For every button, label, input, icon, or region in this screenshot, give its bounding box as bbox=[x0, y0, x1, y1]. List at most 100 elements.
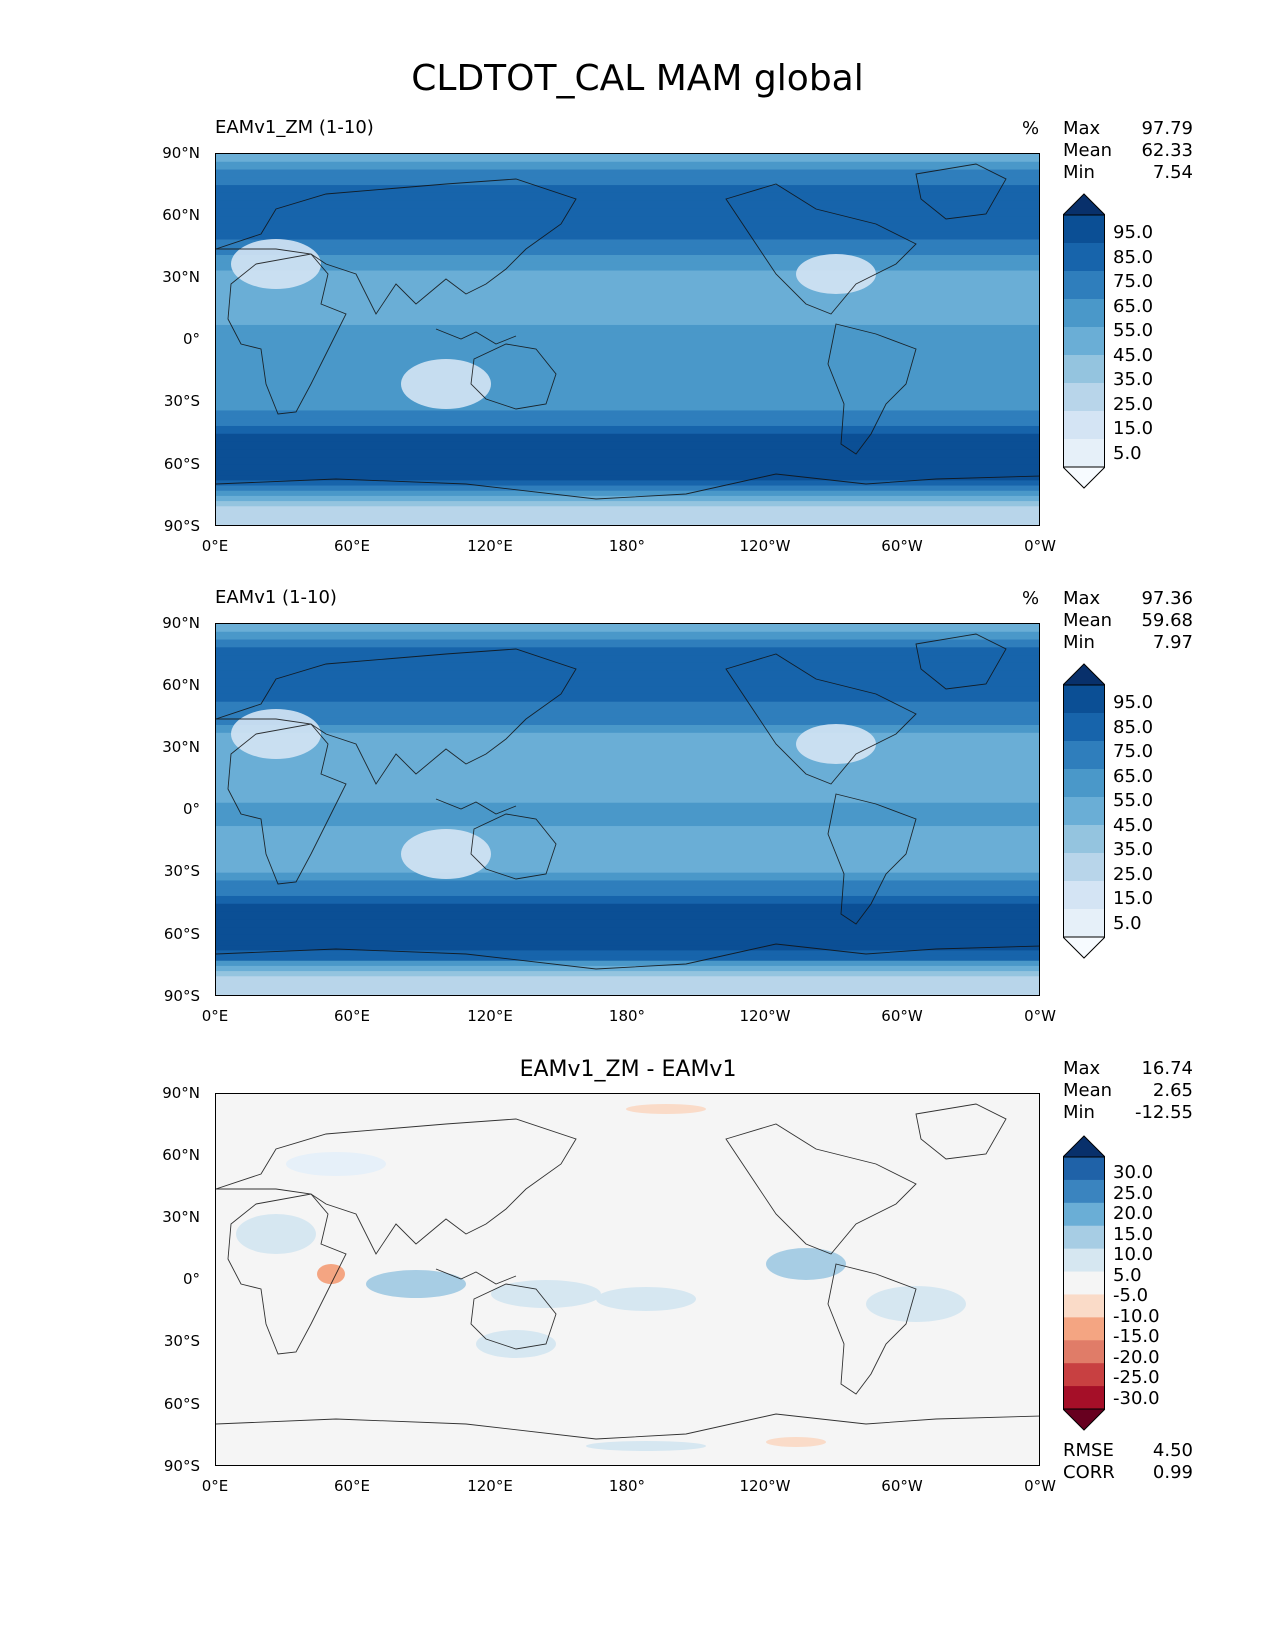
zonal-band bbox=[216, 464, 1039, 471]
zonal-band bbox=[216, 631, 1039, 641]
zonal-band bbox=[216, 449, 1039, 458]
colorbar-label: 5.0 bbox=[1113, 443, 1142, 464]
zonal-band bbox=[216, 794, 1039, 804]
zonal-band bbox=[216, 521, 1039, 525]
zonal-band bbox=[216, 709, 1039, 718]
indonesia-outline bbox=[435, 328, 517, 345]
stat-label: Max bbox=[1063, 588, 1101, 609]
continent-outlines bbox=[216, 163, 1039, 500]
zonal-band bbox=[216, 208, 1039, 217]
colorbar-label: 15.0 bbox=[1113, 1224, 1154, 1245]
panel-title: EAMv1_ZM (1-10) bbox=[215, 117, 374, 138]
colorbar-label: 10.0 bbox=[1113, 1244, 1154, 1265]
eurasia-outline bbox=[216, 178, 577, 315]
colorbar-segment bbox=[1063, 1363, 1105, 1387]
zonal-band bbox=[216, 485, 1039, 492]
colorbar-label: 95.0 bbox=[1113, 222, 1154, 243]
negative-patch bbox=[766, 1437, 826, 1447]
zonal-band bbox=[216, 433, 1039, 443]
zonal-band bbox=[216, 216, 1039, 225]
north-america-outline bbox=[725, 1123, 917, 1255]
map-test-svg bbox=[216, 154, 1039, 525]
positive-patch bbox=[236, 1214, 316, 1254]
zonal-band bbox=[216, 818, 1039, 827]
zonal-band bbox=[216, 371, 1039, 380]
colorbar-label: 65.0 bbox=[1113, 766, 1154, 787]
zonal-band bbox=[216, 986, 1039, 993]
negative-patch bbox=[626, 1104, 706, 1114]
colorbar-segment bbox=[1063, 383, 1105, 412]
panel-test: EAMv1_ZM (1-10) % 90°N 60°N 30°N 0° 30°S… bbox=[0, 0, 1275, 555]
zonal-band bbox=[216, 340, 1039, 349]
greenland-outline bbox=[915, 163, 1007, 220]
positive-patch bbox=[586, 1441, 706, 1451]
y-tick-label: 60°S bbox=[163, 1395, 200, 1413]
stats-block: Max 97.79 Mean 62.33 Min 7.54 bbox=[1063, 118, 1193, 184]
stat-label: Min bbox=[1063, 1102, 1095, 1123]
zonal-bands bbox=[216, 154, 1039, 525]
y-tick-label: 30°N bbox=[162, 1208, 200, 1226]
x-tick-label: 180° bbox=[608, 1477, 646, 1495]
colorbar-label: 35.0 bbox=[1113, 369, 1154, 390]
zonal-band bbox=[216, 410, 1039, 419]
zonal-band bbox=[216, 693, 1039, 703]
stats-block: Max 97.36 Mean 59.68 Min 7.97 bbox=[1063, 588, 1193, 654]
indonesia-outline bbox=[435, 1268, 517, 1285]
colorbar-segment bbox=[1063, 1179, 1105, 1204]
y-tick-label: 30°S bbox=[163, 862, 200, 880]
zonal-band bbox=[216, 387, 1039, 396]
zonal-band bbox=[216, 185, 1039, 194]
y-tick-label: 90°N bbox=[162, 1084, 200, 1102]
difference-patches bbox=[236, 1104, 966, 1451]
stat-min: 7.54 bbox=[1152, 162, 1193, 183]
zonal-band bbox=[216, 239, 1039, 248]
colorbar-label: 35.0 bbox=[1113, 839, 1154, 860]
colorbar-segment bbox=[1063, 299, 1105, 328]
y-tick-label: 60°S bbox=[163, 925, 200, 943]
y-tick-label: 30°N bbox=[162, 738, 200, 756]
zonal-band bbox=[216, 670, 1039, 679]
zonal-band bbox=[216, 662, 1039, 672]
colorbar-label: 5.0 bbox=[1113, 913, 1142, 934]
colorbar-segment bbox=[1063, 243, 1105, 272]
colorbar-label: -5.0 bbox=[1113, 1285, 1149, 1306]
colorbar-label: -30.0 bbox=[1113, 1388, 1160, 1409]
x-tick-label: 0°E bbox=[201, 1477, 229, 1495]
zonal-band bbox=[216, 394, 1039, 404]
y-tick-label: 60°N bbox=[162, 1146, 200, 1164]
colorbar-label: -25.0 bbox=[1113, 1367, 1160, 1388]
units-label: % bbox=[1022, 588, 1040, 609]
antarctica-outline bbox=[216, 1413, 1039, 1440]
colorbar-label: 65.0 bbox=[1113, 296, 1154, 317]
x-tick-label: 60°W bbox=[881, 537, 923, 555]
zonal-band bbox=[216, 779, 1039, 788]
colorbar-label: 55.0 bbox=[1113, 320, 1154, 341]
colorbar-max-extend bbox=[1063, 193, 1105, 216]
zonal-band bbox=[216, 506, 1039, 513]
colorbar-segment bbox=[1063, 1386, 1105, 1410]
zonal-band bbox=[216, 223, 1039, 233]
y-tick-label: 30°S bbox=[163, 392, 200, 410]
y-tick-label: 30°S bbox=[163, 1332, 200, 1350]
low-cloud-patch bbox=[796, 724, 876, 764]
x-tick-label: 120°W bbox=[739, 1477, 791, 1495]
antarctica-outline bbox=[216, 473, 1039, 500]
x-tick-label: 0°E bbox=[201, 537, 229, 555]
panel-reference: EAMv1 (1-10) % 90°N 60°N 30°N 0° 30°S 60… bbox=[0, 470, 1275, 1025]
continent-outlines bbox=[216, 633, 1039, 970]
stats-block: Max 16.74 Mean 2.65 Min -12.55 bbox=[1063, 1058, 1193, 1124]
zonal-band bbox=[216, 324, 1039, 334]
zonal-band bbox=[216, 495, 1039, 502]
colorbar-label: 75.0 bbox=[1113, 741, 1154, 762]
australia-outline bbox=[470, 813, 557, 880]
colorbar-segment bbox=[1063, 685, 1105, 714]
stat-max: 97.79 bbox=[1141, 118, 1193, 139]
zonal-band bbox=[216, 169, 1039, 178]
colorbar-label: 25.0 bbox=[1113, 864, 1154, 885]
greenland-outline bbox=[915, 633, 1007, 690]
metric-rmse: 4.50 bbox=[1152, 1440, 1193, 1461]
x-tick-label: 60°W bbox=[881, 1477, 923, 1495]
colorbar-label: 25.0 bbox=[1113, 394, 1154, 415]
low-cloud-patch bbox=[231, 239, 321, 289]
zonal-band bbox=[216, 981, 1039, 988]
